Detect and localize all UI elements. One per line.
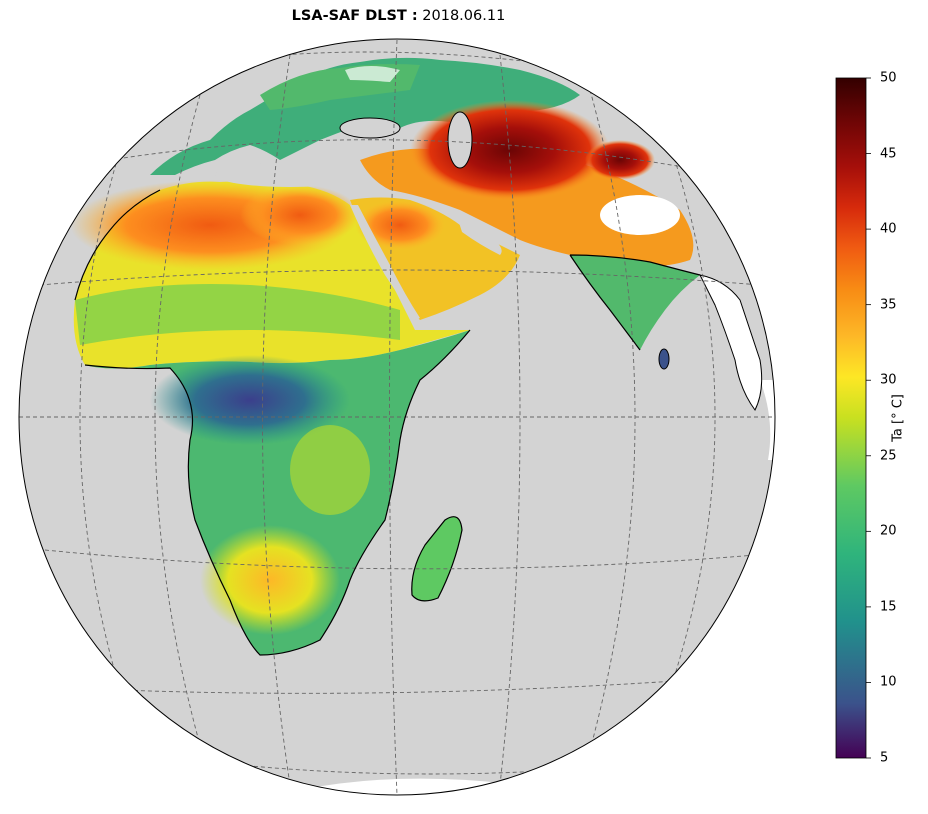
colorbar-tick-label: 25	[880, 448, 897, 464]
title-product: LSA-SAF DLST :	[291, 8, 418, 24]
congo-cool-region	[150, 355, 350, 445]
colorbar-tick-label: 10	[880, 674, 897, 690]
meridian-center	[389, 39, 398, 795]
map-title: LSA-SAF DLST : 2018.06.11	[0, 8, 797, 24]
meridian-west-1	[262, 54, 291, 786]
southeast-asia-land	[699, 274, 763, 411]
colorbar-tick-label: 20	[880, 523, 897, 539]
southern-africa-warm	[200, 525, 340, 635]
globe-border	[18, 38, 776, 796]
colorbar-tick-label: 30	[880, 372, 897, 388]
mediterranean-sea	[215, 163, 365, 187]
india-land	[570, 255, 700, 350]
eastern-edge-land	[760, 380, 775, 460]
meridian-west-3	[79, 149, 121, 691]
madagascar	[411, 516, 463, 602]
europe-land	[150, 57, 580, 175]
title-date: 2018.06.11	[422, 8, 506, 24]
central-asia-hot-region	[410, 100, 610, 200]
latitude-south-20	[44, 549, 756, 570]
meridian-east-1	[499, 54, 521, 786]
scandinavia-white	[345, 66, 400, 82]
east-africa-warm	[290, 425, 370, 515]
india-coastline	[569, 254, 701, 351]
latitude-north-20	[39, 269, 761, 286]
globe-content	[19, 39, 775, 795]
latitude-north-40	[109, 139, 701, 171]
africa-coastline	[74, 189, 471, 656]
colorbar-tick-label: 35	[880, 297, 897, 313]
red-sea	[350, 205, 420, 320]
colorbar-tick-label: 5	[880, 750, 889, 766]
tibet-cool-region	[600, 195, 680, 235]
black-sea	[339, 117, 401, 139]
sahel-band	[75, 284, 400, 345]
colorbar-tick-label: 50	[880, 70, 897, 86]
colorbar-tick-label: 45	[880, 146, 897, 162]
libya-hot-region	[240, 185, 360, 245]
persian-gulf	[455, 210, 502, 255]
colorbar-tick-label: 15	[880, 599, 897, 615]
arabia-hot-region	[355, 200, 445, 250]
central-africa-land	[85, 330, 470, 655]
colorbar-tick-label: 40	[880, 221, 897, 237]
graticule	[19, 39, 775, 795]
colorbar-label: Ta [° C]	[890, 394, 906, 442]
caspian-sea	[447, 111, 473, 169]
colorbar-bar	[835, 77, 867, 759]
meridian-east-3	[669, 144, 716, 691]
colorbar-ticks	[866, 77, 871, 759]
meridian-east-2	[589, 89, 636, 751]
latitude-south-40	[119, 679, 691, 694]
asia-east-hot-region	[585, 140, 655, 180]
sri-lanka	[658, 348, 670, 370]
meridian-west-2	[154, 94, 201, 746]
